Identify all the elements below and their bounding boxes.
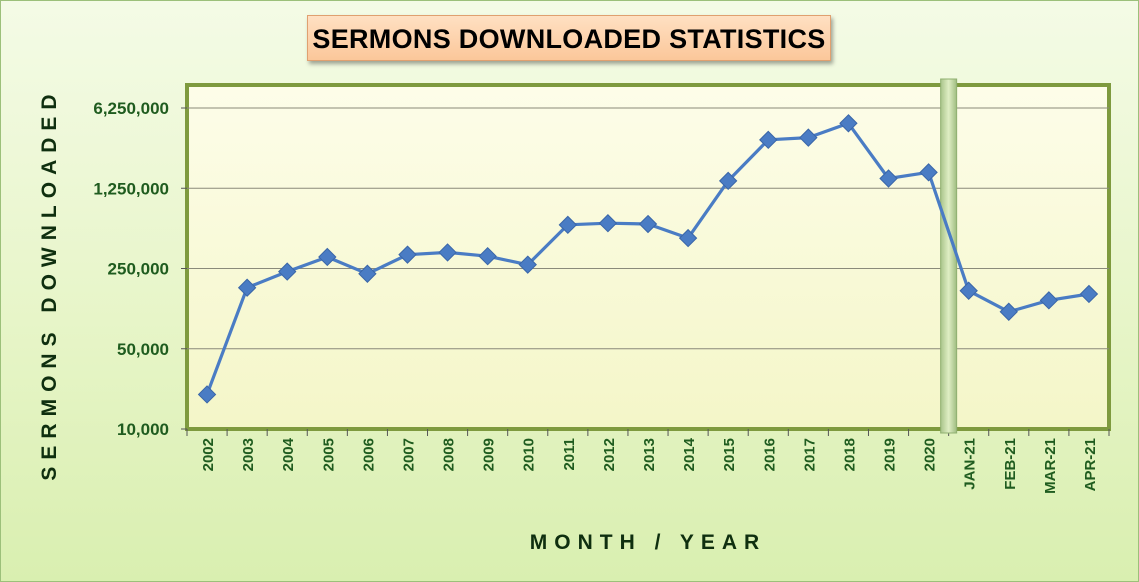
- y-tick-label: 6,250,000: [93, 99, 169, 118]
- data-point-mar-21: [1039, 291, 1059, 310]
- x-tick-label: JAN-21: [962, 438, 979, 490]
- data-point-2020: [919, 163, 938, 182]
- data-point-2010: [518, 255, 537, 274]
- data-point-2019: [879, 169, 898, 188]
- x-tick-label: 2009: [481, 438, 498, 471]
- data-point-2017: [799, 128, 818, 147]
- y-tick-label: 1,250,000: [93, 179, 169, 198]
- x-tick-label: 2012: [601, 438, 618, 471]
- data-point-2006: [358, 264, 377, 283]
- x-tick-label: 2019: [882, 438, 899, 471]
- data-point-2011: [558, 215, 578, 235]
- data-point-feb-21: [999, 302, 1018, 321]
- chart-title: SERMONS DOWNLOADED STATISTICS: [307, 15, 831, 61]
- y-tick-label: 50,000: [117, 340, 169, 359]
- data-point-2002: [197, 385, 217, 404]
- x-tick-label: 2016: [761, 438, 778, 471]
- period-divider: [940, 78, 958, 434]
- data-point-2009: [478, 246, 497, 266]
- y-tick-label: 10,000: [117, 420, 169, 439]
- x-tick-label: 2002: [200, 438, 217, 471]
- x-tick-label: 2004: [280, 437, 297, 471]
- x-tick-label: 2010: [521, 438, 538, 471]
- data-point-jan-21: [959, 281, 978, 300]
- x-tick-label: 2014: [681, 437, 698, 471]
- x-tick-label: 2011: [561, 438, 578, 471]
- data-point-2014: [678, 228, 698, 248]
- x-tick-label: 2003: [240, 438, 257, 471]
- data-point-2005: [318, 247, 337, 267]
- data-point-2003: [237, 278, 257, 297]
- x-tick-label: FEB-21: [1002, 438, 1019, 490]
- x-axis-title: MONTH / YEAR: [530, 531, 766, 554]
- data-point-2016: [759, 130, 778, 150]
- x-tick-label: 2020: [922, 438, 939, 471]
- data-point-2013: [638, 214, 658, 234]
- x-tick-label: 2015: [721, 438, 738, 471]
- x-tick-label: 2006: [360, 438, 377, 471]
- data-point-apr-21: [1079, 284, 1099, 304]
- data-point-2018: [839, 114, 858, 133]
- y-tick-label: 250,000: [108, 260, 169, 279]
- x-tick-label: APR-21: [1082, 438, 1099, 491]
- x-tick-label: 2013: [641, 438, 658, 471]
- data-point-2007: [398, 245, 417, 264]
- x-tick-label: MAR-21: [1042, 438, 1059, 494]
- x-tick-label: 2018: [841, 438, 858, 471]
- x-tick-label: 2008: [441, 438, 458, 471]
- data-point-2012: [598, 214, 618, 233]
- data-point-2008: [438, 243, 457, 262]
- data-point-2015: [718, 171, 738, 191]
- y-axis-title: SERMONS DOWNLOADED: [38, 87, 61, 480]
- x-tick-label: 2005: [320, 438, 337, 471]
- data-point-2004: [278, 262, 297, 281]
- x-tick-label: 2017: [801, 438, 818, 471]
- x-tick-label: 2007: [400, 438, 417, 471]
